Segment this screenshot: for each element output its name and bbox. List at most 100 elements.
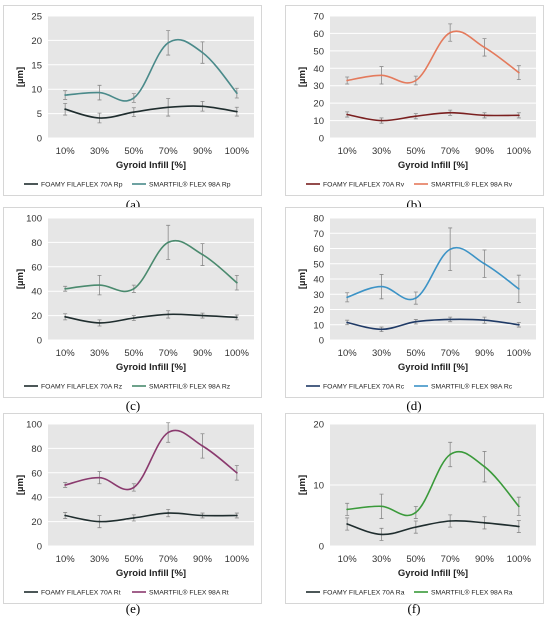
series-line <box>347 318 519 331</box>
x-tick-label: 50% <box>124 348 144 359</box>
series-line <box>346 247 520 301</box>
x-tick-label: 100% <box>507 554 532 565</box>
data-point <box>483 262 486 265</box>
legend-label: FOAMY FILAFLEX 70A Rc <box>323 384 405 391</box>
y-tick-label: 10 <box>31 85 42 96</box>
chart-panel-c: 0 20 40 60 80 100 10% 30% 50% 70% 90% 100% Gyroid In… <box>3 207 262 398</box>
y-tick-label: 10 <box>313 320 324 331</box>
data-point <box>132 317 135 319</box>
data-point <box>517 114 520 117</box>
y-tick-label: 25 <box>31 12 42 23</box>
y-tick-label: 20 <box>313 420 324 431</box>
data-point <box>346 296 349 299</box>
data-point <box>380 285 383 288</box>
x-tick-label: 30% <box>372 146 392 157</box>
y-tick-label: 40 <box>31 287 42 298</box>
data-point <box>380 74 383 77</box>
x-tick-label: 10% <box>338 348 358 359</box>
chart-panel-e: 0 20 40 60 80 100 10% 30% 50% 70% 90% 100% Gyroid In… <box>3 413 262 604</box>
x-axis-label: Gyroid Infill [%] <box>398 160 468 171</box>
x-axis-label: Gyroid Infill [%] <box>398 362 468 373</box>
y-tick-label: 100 <box>26 420 42 431</box>
chart-d-svg: 0 10 20 30 40 50 60 70 80 10% 30% 50% 70% 90% 100% Gyro… <box>297 214 536 391</box>
chart-e-svg: 0 20 40 60 80 100 10% 30% 50% 70% 90% 100% Gyroid In… <box>15 420 254 597</box>
data-point <box>235 110 238 113</box>
data-point <box>346 508 349 511</box>
y-tick-label: 0 <box>319 134 324 145</box>
x-tick-label: 10% <box>56 348 76 359</box>
y-tick-label: 60 <box>313 244 324 255</box>
y-tick-label: 80 <box>31 444 42 455</box>
x-tick-label: 70% <box>159 348 179 359</box>
x-tick-label: 10% <box>56 554 76 565</box>
chart-panel-a: 0 5 10 15 20 25 10% 30% 50% 70% 90% 100% Gyroid Infi… <box>3 5 262 196</box>
y-tick-label: 0 <box>37 134 42 145</box>
data-point <box>64 94 67 96</box>
caption-e: (e) <box>125 601 141 616</box>
y-tick-label: 70 <box>313 229 324 240</box>
y-tick-label: 60 <box>313 29 324 40</box>
data-point <box>449 111 452 114</box>
series-line <box>346 520 519 536</box>
data-point <box>235 316 238 319</box>
legend-label: FOAMY FILAFLEX 70A Ra <box>323 590 405 597</box>
y-axis-label: [µm] <box>297 475 308 495</box>
data-point <box>483 521 486 524</box>
data-point <box>235 92 238 95</box>
x-axis-label: Gyroid Infill [%] <box>116 160 186 171</box>
data-point <box>414 511 417 514</box>
y-tick-label: 10 <box>313 481 324 492</box>
data-point <box>483 46 486 49</box>
x-tick-label: 100% <box>225 348 250 359</box>
data-point <box>235 514 238 517</box>
y-tick-label: 80 <box>313 214 324 225</box>
data-point <box>380 119 383 122</box>
chart-f-svg: 0 10 20 10% 30% 50% 70% 90% 100% Gyroid Infill [%… <box>297 420 536 597</box>
series-line <box>65 512 237 523</box>
y-tick-label: 20 <box>313 99 324 110</box>
x-tick-label: 70% <box>159 554 179 565</box>
y-axis-label: [µm] <box>297 67 308 87</box>
data-point <box>132 486 135 489</box>
x-tick-label: 10% <box>56 146 76 157</box>
y-tick-label: 0 <box>37 336 42 347</box>
legend-label: FOAMY FILAFLEX 70A Rp <box>41 182 123 189</box>
y-tick-label: 0 <box>319 542 324 553</box>
chart-panel-b: 0 10 20 30 40 50 60 70 10% 30% 50% 70% 90% 100% Gyroid… <box>285 5 544 196</box>
data-point <box>380 505 383 508</box>
plot-area <box>48 424 254 546</box>
data-point <box>380 328 383 331</box>
data-point <box>414 297 417 299</box>
data-point <box>98 91 101 94</box>
x-tick-label: 50% <box>406 348 426 359</box>
x-tick-label: 90% <box>475 146 495 157</box>
legend-label: FOAMY FILAFLEX 70A Rt <box>41 590 121 597</box>
x-tick-label: 30% <box>90 146 110 157</box>
legend-label: SMARTFIL® FLEX 98A Ra <box>431 589 513 597</box>
legend-label: FOAMY FILAFLEX 70A Rv <box>323 182 405 189</box>
y-tick-label: 20 <box>313 305 324 316</box>
y-tick-label: 50 <box>313 259 324 270</box>
y-tick-label: 5 <box>37 109 42 120</box>
x-tick-label: 100% <box>507 146 532 157</box>
data-point <box>380 533 383 536</box>
data-point <box>201 514 204 517</box>
x-tick-label: 100% <box>507 348 532 359</box>
data-point <box>167 512 170 514</box>
series-line <box>65 313 237 324</box>
series-line <box>65 239 238 293</box>
x-tick-label: 90% <box>193 348 213 359</box>
data-point <box>132 97 135 99</box>
series-line <box>64 105 237 119</box>
y-axis-label: [µm] <box>15 475 26 495</box>
data-point <box>98 284 101 286</box>
y-tick-label: 20 <box>31 36 42 47</box>
chart-panel-f: 0 10 20 10% 30% 50% 70% 90% 100% Gyroid Infill [%… <box>285 413 544 604</box>
x-tick-label: 90% <box>193 146 213 157</box>
x-tick-label: 30% <box>90 554 110 565</box>
data-point <box>167 41 170 44</box>
x-tick-label: 70% <box>441 554 461 565</box>
series-line <box>65 38 238 102</box>
data-point <box>449 248 452 251</box>
chart-c-svg: 0 20 40 60 80 100 10% 30% 50% 70% 90% 100% Gyroid In… <box>15 214 254 391</box>
